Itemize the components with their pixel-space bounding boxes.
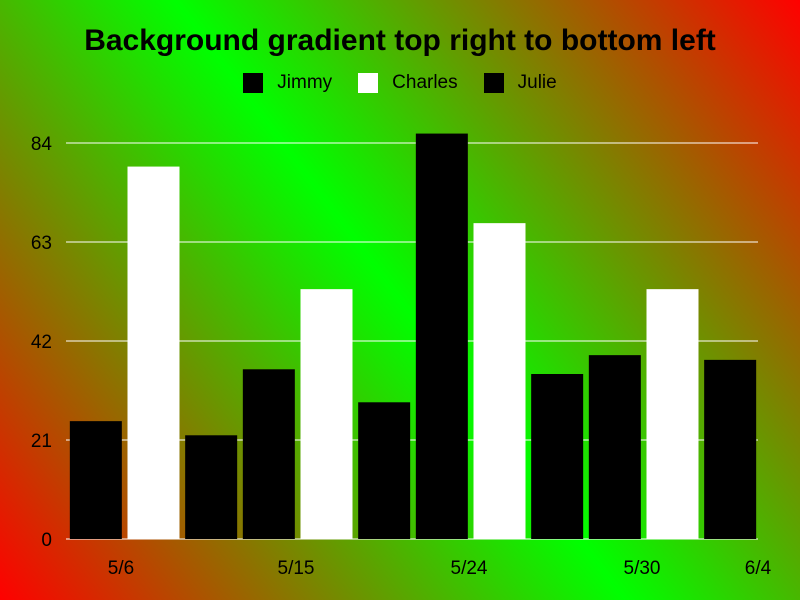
bar-jimmy-6 bbox=[415, 133, 468, 540]
legend-label-charles: Charles bbox=[392, 72, 458, 93]
x-tick-label-0: 5/6 bbox=[108, 558, 134, 579]
y-tick-label-84: 84 bbox=[31, 134, 53, 155]
bar-jimmy-3 bbox=[242, 369, 295, 539]
legend-swatch-jimmy bbox=[243, 73, 264, 93]
bar-jimmy-9 bbox=[588, 355, 641, 539]
legend-swatch-julie bbox=[483, 73, 504, 93]
y-tick-label-42: 42 bbox=[31, 332, 52, 353]
chart-title: Background gradient top right to bottom … bbox=[84, 24, 716, 57]
legend-label-jimmy: Jimmy bbox=[277, 72, 333, 93]
legend-item-charles[interactable]: Charles bbox=[358, 72, 458, 94]
x-tick-label-4: 6/4 bbox=[745, 558, 772, 579]
bar-charles-1 bbox=[127, 166, 180, 540]
bar-julie-11 bbox=[704, 359, 757, 539]
bar-julie-8 bbox=[531, 374, 584, 539]
bar-charles-4 bbox=[300, 289, 353, 539]
legend-item-julie[interactable]: Julie bbox=[483, 72, 557, 94]
bar-jimmy-0 bbox=[69, 421, 122, 539]
x-tick-label-2: 5/24 bbox=[451, 558, 488, 579]
legend: Jimmy Charles Julie bbox=[0, 72, 800, 94]
x-tick-label-1: 5/15 bbox=[278, 558, 315, 579]
legend-swatch-charles bbox=[358, 73, 379, 93]
x-tick-label-3: 5/30 bbox=[624, 558, 661, 579]
legend-item-jimmy[interactable]: Jimmy bbox=[243, 72, 332, 94]
y-tick-label-0: 0 bbox=[41, 530, 52, 551]
legend-label-julie: Julie bbox=[517, 72, 557, 93]
y-tick-label-21: 21 bbox=[31, 431, 52, 452]
bar-julie-5 bbox=[358, 402, 411, 539]
bar-julie-2 bbox=[185, 435, 238, 539]
y-tick-label-63: 63 bbox=[31, 233, 52, 254]
bar-charles-7 bbox=[473, 223, 526, 539]
bar-charles-10 bbox=[646, 289, 699, 539]
